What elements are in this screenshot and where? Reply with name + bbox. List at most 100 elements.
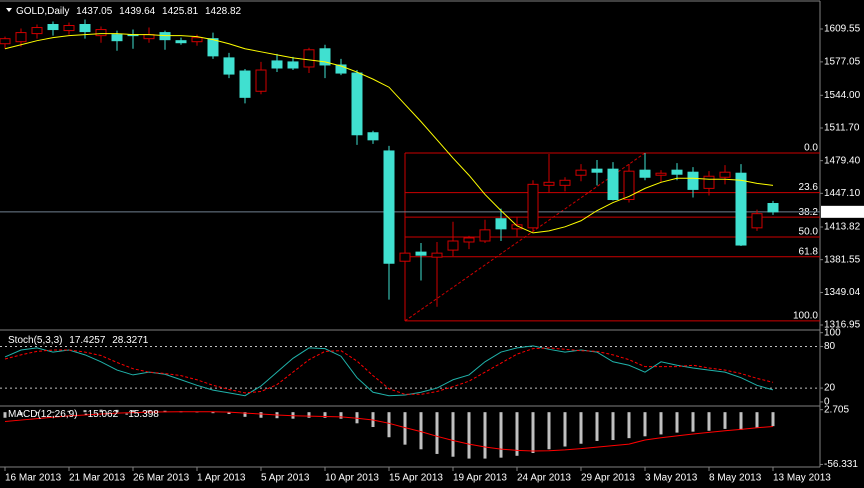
macd-main: -15.062: [84, 409, 118, 420]
macd-bar: [771, 412, 775, 427]
candle-body: [175, 40, 187, 44]
y-tick-label: 1577.05: [824, 57, 861, 68]
candle-body: [15, 32, 27, 43]
symbol: GOLD,Daily: [16, 6, 69, 17]
indicator-y-tick-label: 0: [824, 397, 830, 408]
open-value: 1437.05: [76, 6, 113, 17]
y-tick-label: 1316.95: [824, 320, 861, 331]
x-tick-label: 13 May 2013: [773, 473, 831, 484]
candle-body: [0, 38, 11, 45]
macd-bar: [307, 412, 311, 418]
x-tick-label: 10 Apr 2013: [325, 473, 379, 484]
y-tick-label: 1381.55: [824, 254, 861, 265]
macd-bar: [67, 410, 71, 413]
x-tick-label: 29 Apr 2013: [581, 473, 635, 484]
candle-body: [543, 181, 555, 186]
macd-bar: [659, 412, 663, 435]
y-tick-label: 1413.82: [824, 222, 861, 233]
macd-bar: [595, 412, 599, 441]
candle-body: [63, 25, 75, 32]
candle-body: [239, 70, 251, 98]
macd-bar: [259, 412, 263, 418]
macd-header: MACD(12,26,9) -15.062 -15.398: [8, 409, 159, 420]
macd-name: MACD(12,26,9): [8, 409, 77, 420]
x-tick-label: 15 Apr 2013: [389, 473, 443, 484]
candle-body: [287, 61, 299, 69]
indicator-line: [4, 345, 774, 397]
macd-bar: [675, 412, 679, 433]
candle-body: [607, 168, 619, 201]
candle-body: [767, 203, 779, 213]
moving-average: [4, 33, 774, 234]
candle-body: [527, 183, 539, 229]
candle-body: [719, 171, 731, 178]
macd-bar: [691, 412, 695, 432]
x-tick-label: 26 Mar 2013: [133, 473, 190, 484]
candle-body: [447, 240, 459, 251]
macd-bar: [483, 412, 487, 459]
fib-label: 61.8: [799, 246, 819, 257]
macd-bar: [115, 409, 119, 413]
y-tick-label: 1447.10: [824, 188, 861, 199]
x-tick-label: 16 Mar 2013: [5, 473, 62, 484]
candle-body: [431, 252, 443, 258]
macd-bar: [227, 412, 231, 415]
macd-bar: [515, 412, 519, 456]
y-tick-label: 1609.55: [824, 24, 861, 35]
macd-bar: [643, 412, 647, 437]
candle-body: [79, 23, 91, 33]
candle-body: [415, 251, 427, 256]
candle-body: [687, 171, 699, 190]
macd-bar: [83, 410, 87, 413]
stoch-name: Stoch(5,3,3): [8, 335, 62, 346]
stoch-header: Stoch(5,3,3) 17.4257 28.3271: [8, 335, 149, 346]
indicator-y-tick-label: 100: [824, 327, 841, 338]
macd-bar: [467, 412, 471, 459]
x-tick-label: 21 Mar 2013: [69, 473, 126, 484]
fib-label: 0.0: [804, 143, 818, 154]
macd-bar: [723, 412, 727, 429]
x-tick-label: 5 Apr 2013: [261, 473, 310, 484]
candle-body: [399, 252, 411, 262]
candle-body: [511, 224, 523, 230]
y-tick-label: 1544.00: [824, 90, 861, 101]
candle-body: [303, 49, 315, 68]
macd-bar: [579, 412, 583, 444]
indicator-y-tick-label: 80: [824, 341, 836, 352]
x-tick-label: 3 May 2013: [645, 473, 698, 484]
candle-body: [111, 34, 123, 42]
macd-bar: [611, 412, 615, 441]
candle-body: [639, 169, 651, 178]
price-label-box: [821, 205, 864, 218]
price-label: 1428.82: [824, 206, 861, 217]
macd-bar: [451, 412, 455, 457]
macd-bar: [19, 412, 23, 415]
x-tick-label: 24 Apr 2013: [517, 473, 571, 484]
chart-header: GOLD,Daily 1437.05 1439.64 1425.81 1428.…: [16, 6, 242, 17]
candle-body: [191, 37, 203, 43]
candle-body: [223, 57, 235, 75]
candle-body: [671, 169, 683, 175]
indicator-y-tick-label: 2.705: [824, 404, 849, 415]
x-tick-label: 1 Apr 2013: [197, 473, 246, 484]
macd-bar: [243, 412, 247, 417]
x-tick-label: 19 Apr 2013: [453, 473, 507, 484]
fib-trendline: [404, 152, 646, 322]
macd-signal-line: [4, 411, 774, 452]
candle-body: [559, 179, 571, 186]
menu-triangle: [6, 8, 12, 12]
macd-bar: [755, 412, 759, 428]
candle-body: [47, 23, 59, 31]
candle-body: [95, 29, 107, 37]
candle-body: [463, 237, 475, 243]
y-tick-label: 1511.70: [824, 123, 860, 134]
high-value: 1439.64: [119, 6, 156, 17]
macd-bar: [627, 412, 631, 439]
macd-bar: [339, 412, 343, 419]
indicator-y-tick-label: -56.331: [824, 459, 858, 470]
candle-body: [255, 69, 267, 92]
indicator-line: [4, 347, 774, 395]
candle-body: [31, 27, 43, 35]
stoch-d: 28.3271: [112, 335, 149, 346]
candle-body: [367, 132, 379, 141]
